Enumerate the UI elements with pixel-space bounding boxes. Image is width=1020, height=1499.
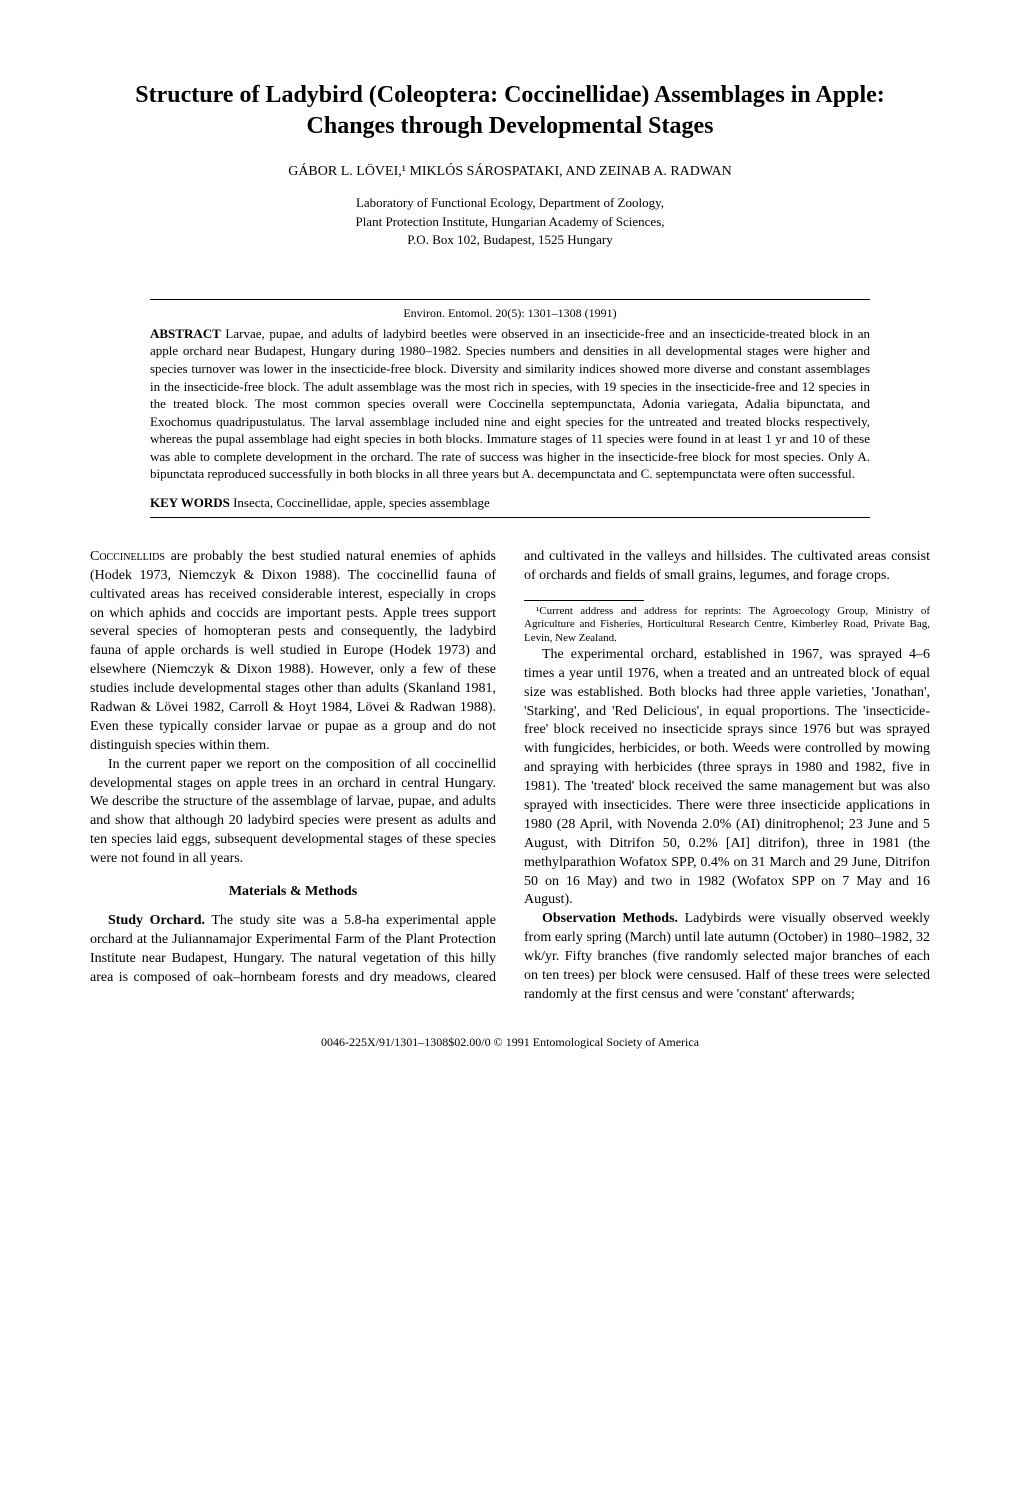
keywords: KEY WORDS Insecta, Coccinellidae, apple,…: [150, 495, 870, 511]
body-columns: Coccinellids are probably the best studi…: [90, 548, 930, 1005]
paragraph-text: are probably the best studied natural en…: [90, 549, 496, 753]
abstract-body: Larvae, pupae, and adults of ladybird be…: [150, 326, 870, 481]
body-paragraph: Observation Methods. Ladybirds were visu…: [524, 910, 930, 1004]
paper-affiliation: Laboratory of Functional Ecology, Depart…: [90, 194, 930, 249]
journal-citation: Environ. Entomol. 20(5): 1301–1308 (1991…: [150, 306, 870, 321]
body-paragraph: Coccinellids are probably the best studi…: [90, 548, 496, 756]
abstract-label: ABSTRACT: [150, 326, 221, 341]
paper-authors: GÁBOR L. LÖVEI,¹ MIKLÓS SÁROSPATAKI, AND…: [90, 164, 930, 180]
affiliation-line: Plant Protection Institute, Hungarian Ac…: [355, 214, 664, 229]
abstract-block: Environ. Entomol. 20(5): 1301–1308 (1991…: [150, 299, 870, 518]
run-in-heading: Observation Methods.: [542, 911, 678, 926]
footnote-rule: [524, 600, 644, 601]
body-paragraph: The experimental orchard, established in…: [524, 646, 930, 910]
keywords-text: Insecta, Coccinellidae, apple, species a…: [230, 495, 490, 510]
section-heading: Materials & Methods: [90, 883, 496, 902]
keywords-label: KEY WORDS: [150, 495, 230, 510]
body-paragraph: In the current paper we report on the co…: [90, 756, 496, 869]
run-in-heading: Study Orchard.: [108, 913, 205, 928]
lead-word: Coccinellids: [90, 549, 165, 564]
abstract-text: ABSTRACT Larvae, pupae, and adults of la…: [150, 325, 870, 483]
affiliation-line: P.O. Box 102, Budapest, 1525 Hungary: [407, 232, 612, 247]
footnote: ¹Current address and address for reprint…: [524, 605, 930, 646]
paper-title: Structure of Ladybird (Coleoptera: Cocci…: [90, 80, 930, 142]
copyright-line: 0046-225X/91/1301–1308$02.00/0 © 1991 En…: [90, 1035, 930, 1050]
affiliation-line: Laboratory of Functional Ecology, Depart…: [356, 195, 664, 210]
